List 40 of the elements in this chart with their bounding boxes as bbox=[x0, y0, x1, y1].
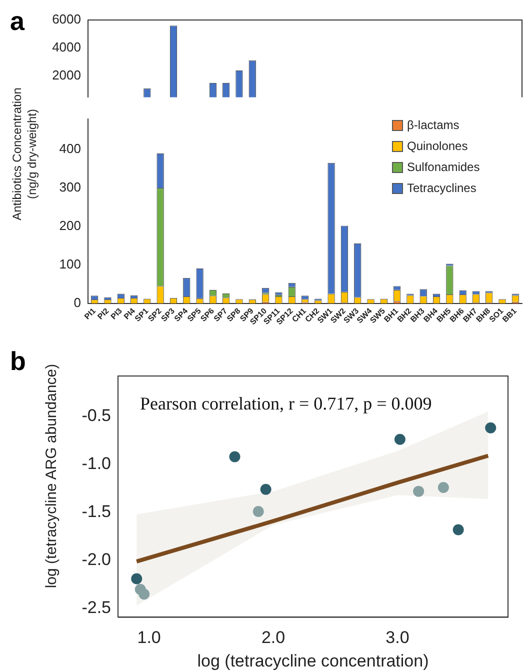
legend-label: β-lactams bbox=[407, 118, 460, 132]
x-tick-label: PI1 bbox=[82, 306, 98, 322]
y-tick-label: 6000 bbox=[52, 12, 81, 27]
x-tick-label: 2.0 bbox=[261, 628, 286, 648]
point bbox=[452, 524, 464, 536]
y-tick-label: -1.0 bbox=[82, 454, 111, 474]
y-tick-label: -2.0 bbox=[82, 550, 111, 570]
legend-label: Sulfonamides bbox=[407, 160, 480, 174]
legend-label: Tetracyclines bbox=[407, 181, 476, 195]
point bbox=[252, 506, 264, 517]
y-tick-label: 300 bbox=[59, 180, 81, 195]
y-tick-label: -0.5 bbox=[82, 406, 111, 426]
y-tick-label: 200 bbox=[59, 218, 81, 234]
point bbox=[413, 486, 424, 497]
legend-label: Quinolones bbox=[407, 139, 468, 153]
y-axis-title: Antibiotics Concentration (ng/g dry-weight) bbox=[10, 88, 39, 220]
point bbox=[394, 434, 406, 445]
point bbox=[260, 484, 272, 495]
y-axis-title: log (tetracycline ARG abundance) bbox=[43, 362, 61, 590]
y-tick-label: 100 bbox=[59, 256, 81, 272]
y-tick-label: 4000 bbox=[52, 40, 81, 55]
y-tick-label: -2.5 bbox=[82, 598, 111, 618]
x-tick-label: PI3 bbox=[108, 306, 124, 322]
y-tick-label: 2000 bbox=[52, 68, 81, 83]
y-tick-label: 400 bbox=[59, 141, 81, 156]
point bbox=[438, 482, 449, 493]
point bbox=[138, 588, 150, 600]
y-tick-label: 0 bbox=[74, 294, 81, 310]
point bbox=[229, 451, 240, 462]
y-tick-label: -1.5 bbox=[82, 502, 111, 522]
point bbox=[485, 422, 496, 434]
x-tick-label: 1.0 bbox=[137, 628, 161, 648]
point bbox=[131, 573, 142, 584]
x-tick-label: BB1 bbox=[500, 306, 519, 324]
chart-title: a bbox=[10, 6, 24, 36]
annotation: Pearson correlation, r = 0.717, p = 0.009 bbox=[140, 394, 432, 414]
x-tick-label: PI2 bbox=[96, 306, 112, 322]
x-axis-title: log (tetracycline concentration) bbox=[197, 651, 429, 670]
chart-title: b bbox=[10, 346, 26, 376]
x-tick-label: 3.0 bbox=[386, 628, 410, 648]
